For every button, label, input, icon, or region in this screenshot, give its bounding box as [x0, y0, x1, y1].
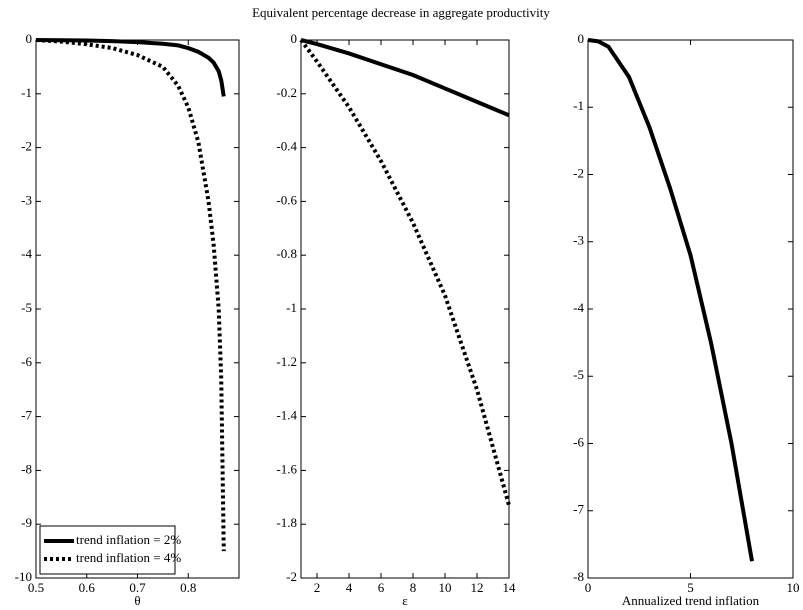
legend-label: trend inflation = 4%: [76, 550, 181, 565]
x-tick-label: 12: [471, 580, 484, 595]
y-tick-label: -6: [21, 354, 32, 369]
legend-box: [39, 525, 176, 575]
data-line: [35, 38, 226, 552]
y-tick-label: -5: [573, 367, 584, 382]
data-line: [35, 38, 226, 97]
y-tick-label: -1: [286, 300, 297, 315]
y-tick-label: -0.8: [276, 246, 297, 261]
y-tick-label: -8: [21, 461, 32, 476]
chart-title: Equivalent percentage decrease in aggreg…: [252, 5, 550, 20]
x-tick-label: 0.5: [28, 580, 44, 595]
x-tick-label: 0.7: [129, 580, 146, 595]
x-tick-label: 0: [585, 580, 592, 595]
x-tick-label: 5: [687, 580, 694, 595]
data-line: [299, 38, 511, 506]
x-axis-label: θ: [134, 593, 140, 608]
y-tick-label: -1.2: [276, 354, 297, 369]
x-tick-label: 2: [314, 580, 321, 595]
x-tick-label: 4: [346, 580, 353, 595]
x-axis-label: ε: [402, 593, 408, 608]
x-tick-label: 0.8: [180, 580, 196, 595]
x-tick-label: 6: [378, 580, 385, 595]
y-tick-label: 0: [291, 31, 298, 46]
y-tick-label: 0: [578, 31, 585, 46]
y-tick-label: -7: [21, 408, 32, 423]
x-tick-label: 14: [503, 580, 517, 595]
y-tick-label: -1: [573, 98, 584, 113]
y-tick-label: -1.8: [276, 515, 297, 530]
y-tick-label: -0.6: [276, 192, 297, 207]
x-tick-label: 10: [439, 580, 452, 595]
y-tick-label: -0.4: [276, 139, 297, 154]
y-tick-label: 0: [26, 31, 33, 46]
y-tick-label: -6: [573, 434, 584, 449]
y-tick-label: -0.2: [276, 85, 297, 100]
plot-area: [300, 39, 510, 579]
y-tick-label: -4: [573, 300, 584, 315]
data-line: [300, 38, 510, 118]
y-tick-label: -2: [573, 165, 584, 180]
y-tick-label: -3: [21, 192, 32, 207]
y-tick-label: -5: [21, 300, 32, 315]
y-tick-label: -4: [21, 246, 32, 261]
y-tick-label: -7: [573, 502, 584, 517]
x-tick-label: 0.6: [79, 580, 96, 595]
y-tick-label: -8: [573, 569, 584, 584]
legend: trend inflation = 2% trend inflation = 4%: [39, 525, 181, 575]
plot-area: [35, 39, 240, 579]
data-line: [587, 38, 754, 562]
y-tick-label: -10: [15, 569, 32, 584]
plot-area: [587, 39, 794, 579]
x-axis-label: Annualized trend inflation: [622, 593, 760, 608]
y-tick-label: -1.4: [276, 408, 297, 423]
x-tick-label: 8: [410, 580, 417, 595]
y-tick-label: -1: [21, 85, 32, 100]
y-tick-label: -9: [21, 515, 32, 530]
y-tick-label: -3: [573, 233, 584, 248]
y-tick-label: -2: [286, 569, 297, 584]
y-tick-label: -1.6: [276, 461, 297, 476]
x-tick-label: 10: [787, 580, 800, 595]
y-tick-label: -2: [21, 139, 32, 154]
legend-label: trend inflation = 2%: [76, 532, 181, 547]
